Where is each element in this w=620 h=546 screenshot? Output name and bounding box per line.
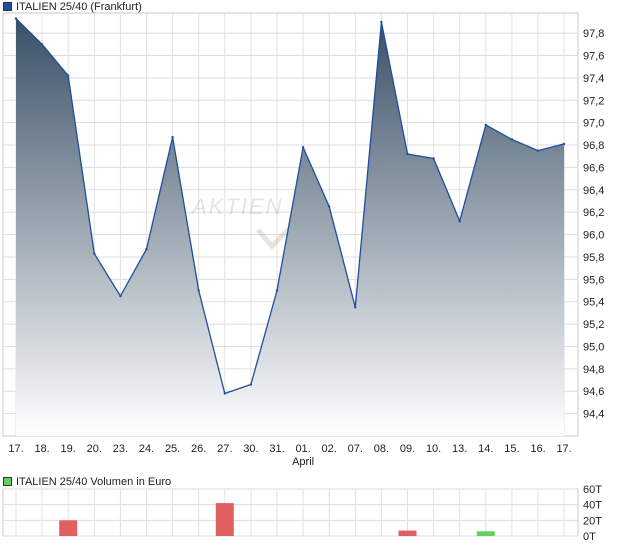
y-tick-label: 95,4	[583, 297, 604, 309]
price-point-2	[67, 74, 70, 77]
price-point-20	[536, 149, 540, 152]
x-tick-label: 09.	[400, 443, 415, 455]
x-tick-label: 17.	[8, 443, 23, 455]
watermark-logo: AKTIEN	[190, 194, 294, 250]
price-point-4	[119, 294, 122, 298]
price-line	[15, 18, 565, 395]
x-tick-label: 08.	[374, 443, 389, 455]
price-point-21	[562, 142, 566, 146]
x-tick-label: 10.	[426, 443, 441, 455]
x-tick-label: 26.	[191, 443, 206, 455]
y-tick-label: 96,4	[583, 185, 604, 197]
svg-text:AKTIEN: AKTIEN	[190, 194, 283, 219]
x-tick-label: 14.	[478, 443, 493, 455]
volume-grid	[2, 488, 579, 537]
price-point-13	[354, 306, 357, 309]
x-tick-label: 07.	[348, 443, 363, 455]
price-area-fill	[16, 18, 565, 436]
x-tick-label: 13.	[452, 443, 467, 455]
price-point-8	[223, 392, 226, 395]
price-point-10	[275, 289, 279, 292]
price-point-15	[406, 152, 409, 156]
volume-legend: ITALIEN 25/40 Volumen in Euro	[3, 476, 171, 488]
y-tick-label: 96,8	[583, 140, 604, 152]
x-tick-label: 19.	[61, 443, 76, 455]
price-point-16	[432, 157, 435, 160]
volume-y-tick-label: 60T	[583, 484, 602, 496]
y-tick-label: 94,8	[583, 364, 604, 376]
volume-bar-8	[215, 503, 234, 536]
x-month-label: April	[292, 456, 314, 468]
price-point-0	[14, 17, 18, 20]
y-tick-label: 95,8	[583, 252, 604, 264]
y-tick-label: 96,0	[583, 230, 604, 242]
price-point-6	[171, 136, 174, 139]
price-point-17	[458, 219, 461, 223]
x-tick-label: 20.	[87, 443, 102, 455]
price-point-7	[197, 289, 200, 292]
y-tick-label: 95,2	[583, 319, 604, 331]
x-tick-label: 15.	[504, 443, 519, 455]
y-tick-label: 95,0	[583, 341, 604, 353]
price-point-19	[510, 138, 514, 141]
price-point-3	[93, 252, 96, 255]
x-tick-label: 24.	[139, 443, 154, 455]
volume-y-tick-label: 40T	[583, 500, 602, 512]
x-tick-label: 25.	[165, 443, 180, 455]
x-tick-label: 02.	[322, 443, 337, 455]
price-point-18	[484, 123, 487, 127]
volume-bar-15	[398, 530, 417, 536]
x-tick-label: 30.	[243, 443, 258, 455]
price-legend-label: ITALIEN 25/40 (Frankfurt)	[16, 1, 142, 13]
y-tick-label: 97,8	[583, 28, 604, 40]
x-tick-label: 23.	[113, 443, 128, 455]
price-point-1	[40, 43, 44, 46]
price-point-5	[145, 247, 148, 251]
y-tick-label: 97,4	[583, 73, 604, 85]
volume-legend-swatch	[3, 477, 12, 486]
price-point-9	[249, 383, 253, 386]
y-tick-label: 96,2	[583, 207, 604, 219]
y-tick-label: 97,2	[583, 95, 604, 107]
volume-y-tick-label: 20T	[583, 515, 602, 527]
x-tick-label: 01.	[295, 443, 310, 455]
volume-y-tick-label: 0T	[583, 531, 596, 543]
volume-legend-label: ITALIEN 25/40 Volumen in Euro	[16, 476, 172, 488]
price-point-11	[301, 146, 305, 149]
y-tick-label: 97,6	[583, 51, 604, 63]
price-legend: ITALIEN 25/40 (Frankfurt)	[3, 1, 142, 13]
y-tick-label: 95,6	[583, 274, 604, 286]
y-tick-label: 94,4	[583, 409, 604, 421]
volume-bar-18	[476, 531, 495, 536]
x-tick-label: 18.	[34, 443, 49, 455]
x-tick-label: 31.	[269, 443, 284, 455]
volume-bar-2	[59, 520, 78, 536]
price-legend-swatch	[3, 2, 12, 11]
x-tick-label: 27.	[217, 443, 232, 455]
y-tick-label: 97,0	[583, 118, 604, 130]
y-tick-label: 96,6	[583, 162, 604, 174]
price-point-14	[380, 20, 383, 24]
price-point-12	[328, 205, 331, 208]
x-tick-label: 17.	[556, 443, 571, 455]
y-tick-label: 94,6	[583, 386, 604, 398]
x-tick-label: 16.	[530, 443, 545, 455]
